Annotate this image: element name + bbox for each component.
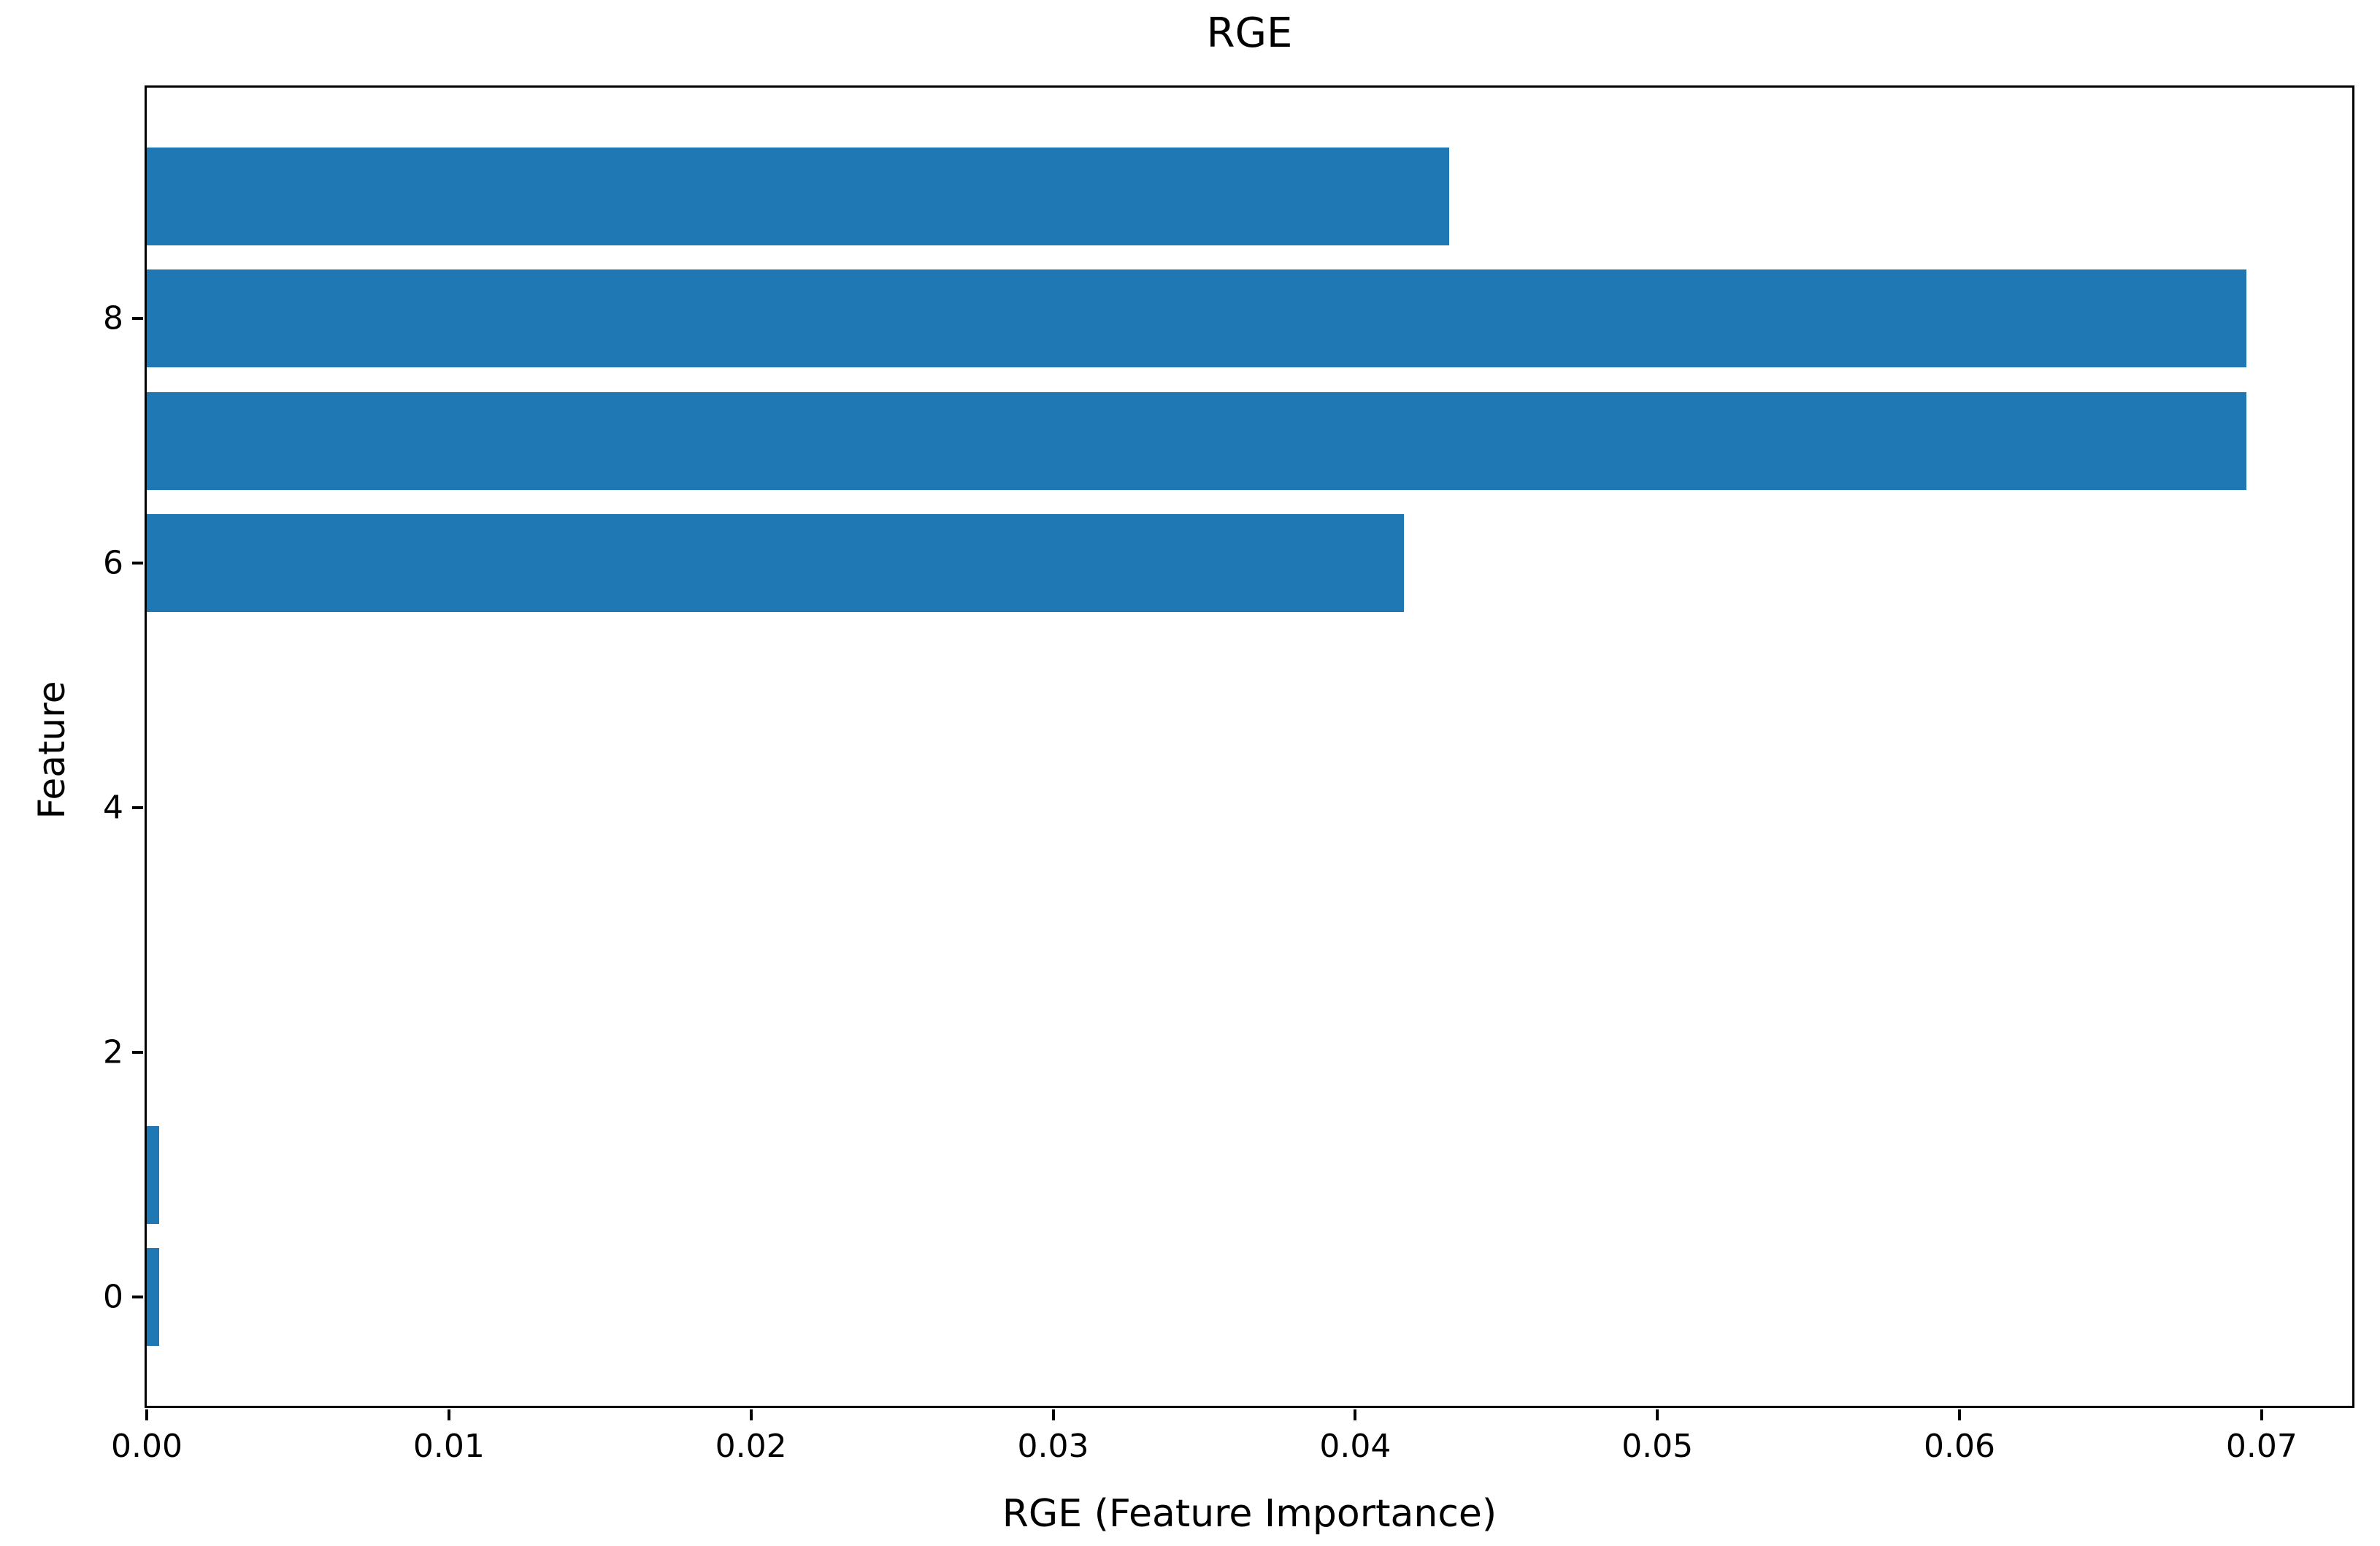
x-tick-mark	[1354, 1409, 1357, 1420]
y-tick-label: 8	[103, 299, 123, 337]
x-tick-label: 0.06	[1924, 1428, 1995, 1465]
chart-title: RGE	[1206, 9, 1293, 57]
x-tick-mark	[2260, 1409, 2263, 1420]
x-tick-mark	[1958, 1409, 1961, 1420]
y-tick-label: 6	[103, 544, 123, 582]
x-tick-mark	[1051, 1409, 1055, 1420]
bar-feature-1	[147, 1125, 159, 1224]
y-tick-mark	[132, 317, 143, 321]
y-tick-label: 2	[103, 1033, 123, 1071]
bars-layer	[147, 88, 2352, 1406]
x-tick-label: 0.04	[1319, 1428, 1391, 1465]
x-tick-label: 0.00	[111, 1428, 183, 1465]
x-tick-mark	[447, 1409, 450, 1420]
y-tick-label: 0	[103, 1278, 123, 1316]
y-tick-mark	[132, 806, 143, 810]
y-axis-label: Feature	[31, 681, 73, 819]
bar-feature-6	[147, 514, 1404, 613]
y-tick-mark	[132, 1295, 143, 1298]
bar-feature-8	[147, 269, 2247, 368]
bar-feature-9	[147, 148, 1449, 245]
x-tick-label: 0.01	[412, 1428, 485, 1465]
y-axis-ticks: 0 2 4 6 8	[103, 88, 2352, 1406]
x-tick-label: 0.03	[1017, 1428, 1089, 1465]
bar-feature-0	[147, 1248, 159, 1346]
x-tick-label: 0.02	[715, 1428, 787, 1465]
x-tick-label: 0.07	[2225, 1428, 2298, 1465]
x-axis-label: RGE (Feature Importance)	[1002, 1492, 1497, 1536]
bar-feature-7	[147, 391, 2247, 490]
y-tick-label: 4	[103, 789, 123, 827]
y-tick-mark	[132, 1051, 143, 1055]
x-tick-mark	[1656, 1409, 1659, 1420]
x-tick-mark	[145, 1409, 148, 1420]
x-tick-mark	[749, 1409, 753, 1420]
x-tick-label: 0.05	[1621, 1428, 1694, 1465]
plot-area: 0.00 0.01 0.02 0.03 0.04 0.05 0.06 0.07 0 2 4 6 8	[103, 85, 2354, 1465]
y-tick-mark	[132, 562, 143, 565]
x-axis-ticks: 0.00 0.01 0.02 0.03 0.04 0.05 0.06 0.07	[111, 88, 2352, 1465]
